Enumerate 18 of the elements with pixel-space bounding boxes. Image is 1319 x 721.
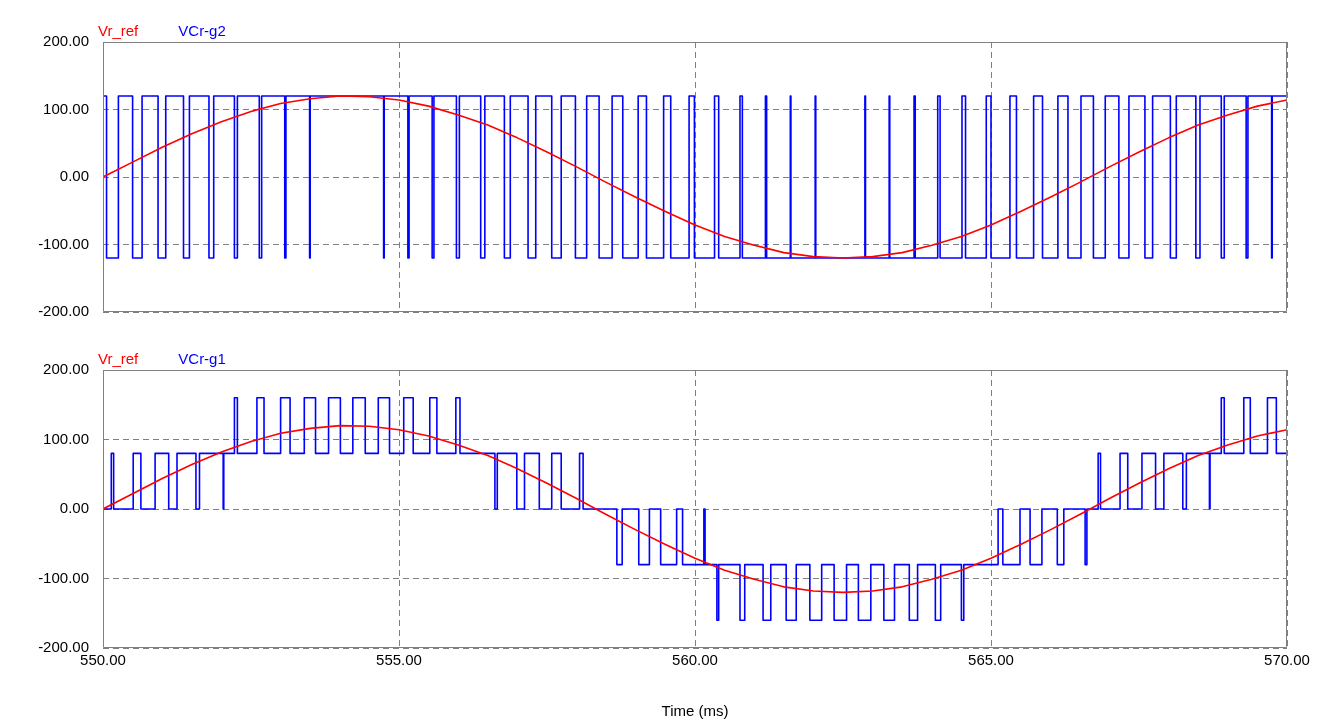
y-tick-label: 0.00 [59, 167, 89, 185]
y-tick-label: 100.00 [43, 429, 89, 447]
x-tick-label: 565.00 [968, 651, 1014, 669]
text: VCr-g2 [178, 21, 226, 39]
x-tick-label: 560.00 [672, 651, 718, 669]
y-tick-label: -200.00 [38, 302, 89, 320]
y-tick-label: 100.00 [43, 99, 89, 117]
y-tick-label: 0.00 [59, 499, 89, 517]
text: VCr-g1 [178, 349, 226, 367]
x-tick-label: 570.00 [1264, 651, 1310, 669]
y-tick-label: -100.00 [38, 568, 89, 586]
text: Vr_ref [98, 349, 140, 367]
x-tick-label: 555.00 [376, 651, 422, 669]
text: Vr_ref [98, 21, 140, 39]
y-tick-label: -100.00 [38, 234, 89, 252]
x-axis-title: Time (ms) [661, 702, 729, 720]
y-tick-label: 200.00 [43, 360, 89, 378]
y-tick-label: 200.00 [43, 32, 89, 50]
